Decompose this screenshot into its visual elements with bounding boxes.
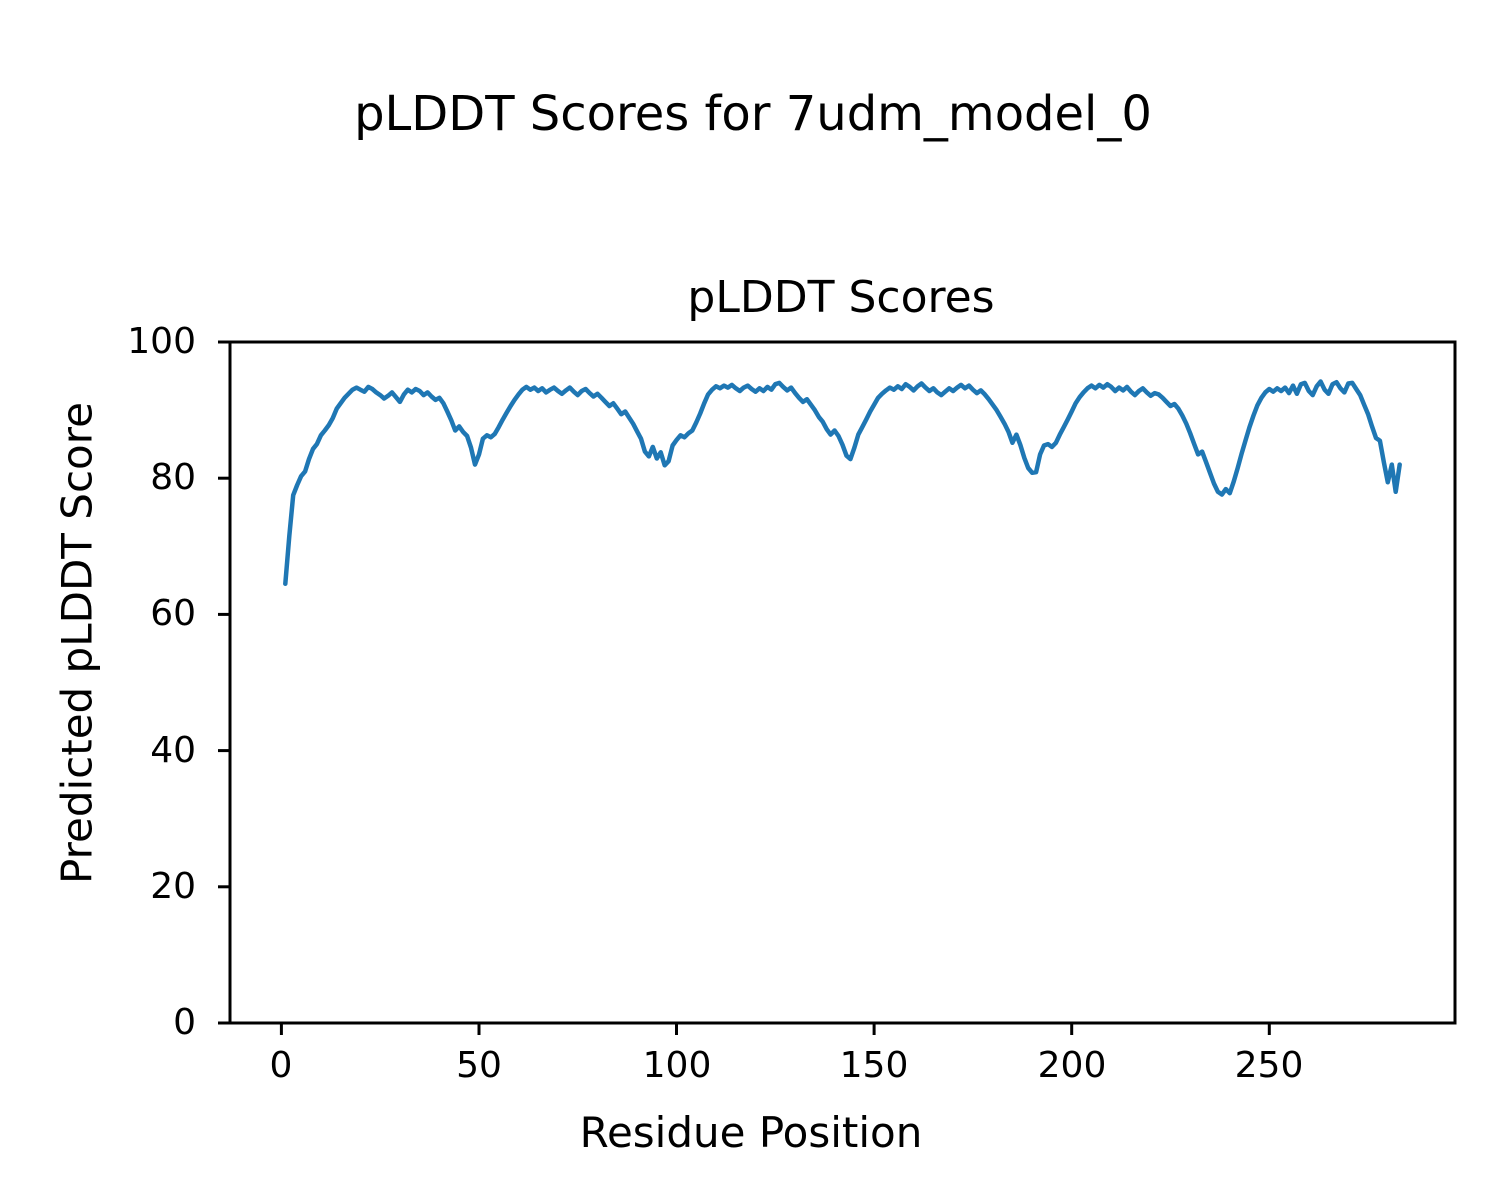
y-tick-label: 80: [150, 457, 196, 498]
figure-title: pLDDT Scores for 7udm_model_0: [354, 86, 1152, 142]
y-tick-label: 40: [150, 730, 196, 771]
plot-area: [218, 340, 1457, 1035]
x-tick-label: 100: [642, 1045, 712, 1086]
y-tick-label: 100: [127, 321, 196, 362]
x-axis-label: Residue Position: [579, 1108, 923, 1157]
x-tick-label: 150: [839, 1045, 909, 1086]
x-tick-label: 200: [1037, 1045, 1107, 1086]
axes-title: pLDDT Scores: [687, 272, 995, 323]
y-tick-label: 60: [150, 593, 196, 634]
y-tick-label: 20: [150, 866, 196, 907]
x-tick-label: 50: [456, 1045, 502, 1086]
axes-spines: [228, 340, 1457, 1025]
x-tick-label: 0: [269, 1045, 293, 1086]
plddt-line: [283, 379, 1402, 587]
x-tick-label: 250: [1234, 1045, 1304, 1086]
y-tick-label: 0: [173, 1002, 196, 1043]
y-axis-label: Predicted pLDDT Score: [52, 402, 102, 884]
